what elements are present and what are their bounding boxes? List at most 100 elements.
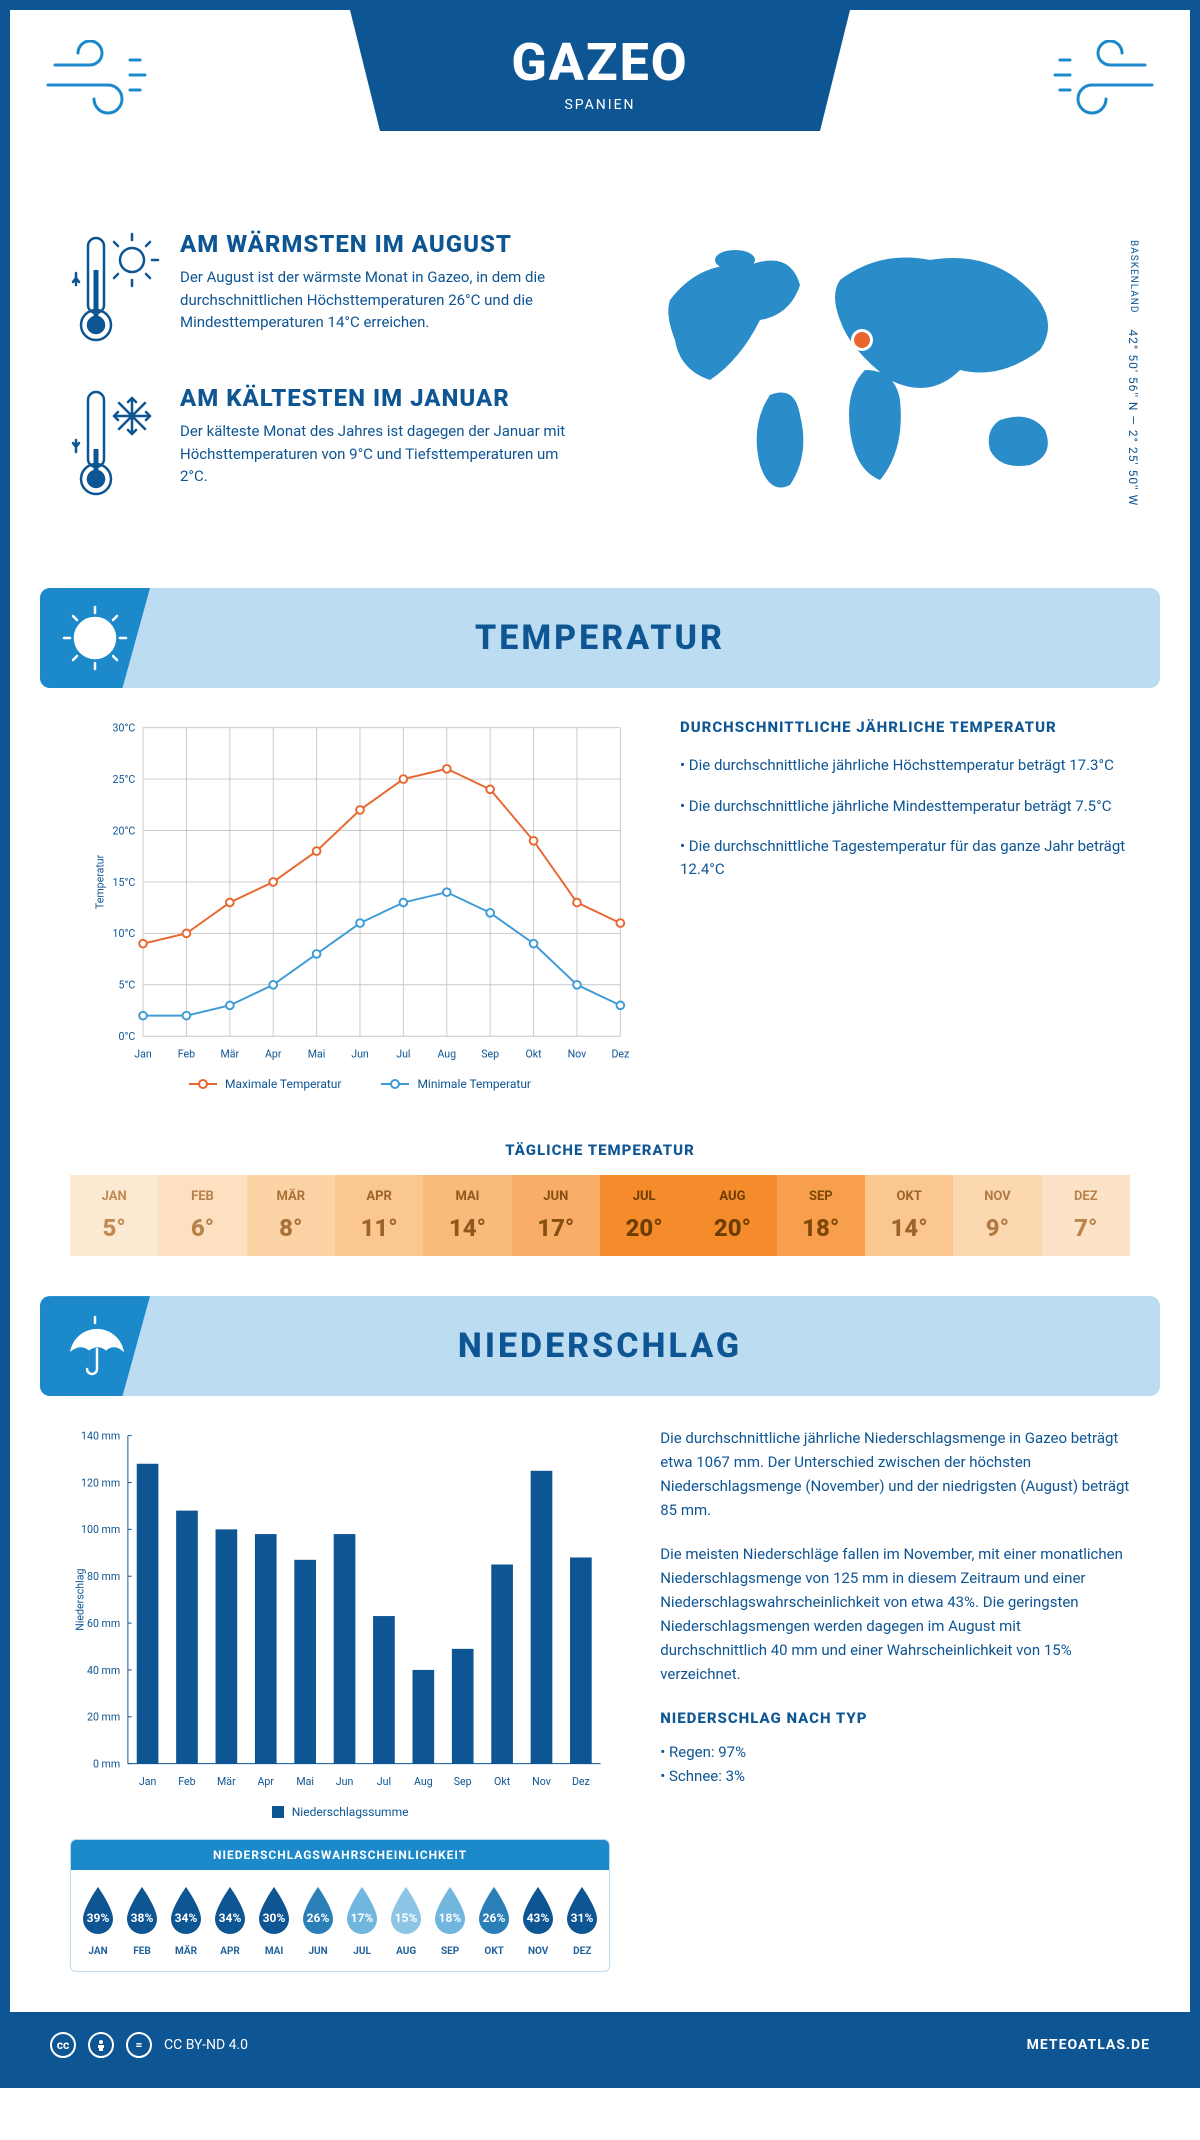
cc-icon: cc: [50, 2032, 76, 2058]
probability-drop: 39% JAN: [77, 1884, 119, 1957]
svg-text:Jul: Jul: [396, 1047, 410, 1060]
svg-text:140 mm: 140 mm: [81, 1430, 120, 1443]
svg-text:Feb: Feb: [178, 1775, 195, 1788]
daily-temp-cell: JUN17°: [512, 1175, 600, 1256]
daily-temp-cell: JUL20°: [600, 1175, 688, 1256]
precipitation-body: 0 mm20 mm40 mm60 mm80 mm100 mm120 mm140 …: [10, 1426, 1190, 2012]
svg-text:Jul: Jul: [377, 1775, 391, 1788]
svg-text:Jan: Jan: [139, 1775, 157, 1788]
site-name[interactable]: METEOATLAS.DE: [1027, 2037, 1150, 2053]
daily-temp-cell: APR11°: [335, 1175, 423, 1256]
svg-text:40 mm: 40 mm: [87, 1664, 120, 1677]
svg-text:Aug: Aug: [437, 1047, 456, 1060]
probability-drop: 34% APR: [209, 1884, 251, 1957]
svg-text:15%: 15%: [395, 1911, 418, 1925]
svg-text:Apr: Apr: [265, 1047, 282, 1060]
precip-para: Die meisten Niederschläge fallen im Nove…: [660, 1542, 1130, 1686]
svg-text:Mai: Mai: [296, 1775, 314, 1788]
temp-bullet: • Die durchschnittliche jährliche Höchst…: [680, 754, 1130, 777]
world-map-icon: [650, 230, 1090, 510]
svg-text:10°C: 10°C: [113, 927, 136, 940]
daily-temp-cell: JAN5°: [70, 1175, 158, 1256]
svg-text:20 mm: 20 mm: [87, 1711, 120, 1724]
map-column: BASKENLAND 42° 50' 56'' N — 2° 25' 50'' …: [650, 230, 1130, 538]
svg-text:Mai: Mai: [308, 1047, 326, 1060]
svg-text:Jan: Jan: [134, 1047, 152, 1060]
coldest-text: Der kälteste Monat des Jahres ist dagege…: [180, 420, 580, 488]
sun-icon: [40, 588, 150, 688]
precip-type-title: NIEDERSCHLAG NACH TYP: [660, 1706, 1130, 1730]
svg-text:15°C: 15°C: [113, 876, 136, 889]
nd-icon: =: [126, 2032, 152, 2058]
svg-text:0 mm: 0 mm: [93, 1758, 120, 1771]
svg-text:Feb: Feb: [178, 1047, 195, 1060]
legend-min-label: Minimale Temperatur: [417, 1077, 531, 1091]
svg-text:100 mm: 100 mm: [81, 1523, 120, 1536]
precipitation-left: 0 mm20 mm40 mm60 mm80 mm100 mm120 mm140 …: [70, 1426, 610, 1972]
svg-text:31%: 31%: [571, 1911, 594, 1925]
country-subtitle: SPANIEN: [350, 97, 850, 113]
svg-text:30%: 30%: [263, 1911, 286, 1925]
coldest-title: AM KÄLTESTEN IM JANUAR: [180, 384, 580, 412]
svg-text:18%: 18%: [439, 1911, 462, 1925]
precipitation-info: Die durchschnittliche jährliche Niedersc…: [660, 1426, 1130, 1972]
svg-text:80 mm: 80 mm: [87, 1570, 120, 1583]
svg-text:Nov: Nov: [532, 1775, 551, 1788]
svg-text:26%: 26%: [307, 1911, 330, 1925]
city-title: GAZEO: [350, 32, 850, 93]
daily-temp-title: TÄGLICHE TEMPERATUR: [10, 1141, 1190, 1159]
svg-text:Mär: Mär: [217, 1775, 236, 1788]
probability-drop: 26% JUN: [297, 1884, 339, 1957]
temp-bullet: • Die durchschnittliche Tagestemperatur …: [680, 835, 1130, 880]
header: GAZEO SPANIEN: [10, 10, 1190, 210]
probability-drop: 30% MAI: [253, 1884, 295, 1957]
warmest-title: AM WÄRMSTEN IM AUGUST: [180, 230, 580, 258]
daily-temp-cell: OKT14°: [865, 1175, 953, 1256]
temperature-info: DURCHSCHNITTLICHE JÄHRLICHE TEMPERATUR •…: [680, 718, 1130, 1091]
page-container: GAZEO SPANIEN: [0, 0, 1200, 2088]
daily-temp-cell: MAI14°: [423, 1175, 511, 1256]
svg-text:Sep: Sep: [481, 1047, 499, 1060]
temperature-section-header: TEMPERATUR: [40, 588, 1160, 688]
svg-text:Jun: Jun: [351, 1047, 369, 1060]
warmest-text: Der August ist der wärmste Monat in Gaze…: [180, 266, 580, 334]
svg-text:34%: 34%: [219, 1911, 242, 1925]
svg-text:Temperatur: Temperatur: [94, 854, 107, 909]
drops-row: 39% JAN 38% FEB 34% MÄR 34% APR 30% MAI …: [71, 1870, 609, 1971]
daily-temp-cell: SEP18°: [777, 1175, 865, 1256]
svg-text:Apr: Apr: [258, 1775, 275, 1788]
probability-drop: 31% DEZ: [561, 1884, 603, 1957]
svg-text:Dez: Dez: [572, 1775, 590, 1788]
svg-text:Okt: Okt: [494, 1775, 511, 1788]
svg-text:Aug: Aug: [414, 1775, 433, 1788]
svg-text:Jun: Jun: [336, 1775, 354, 1788]
by-icon: [88, 2032, 114, 2058]
precip-para: Die durchschnittliche jährliche Niedersc…: [660, 1426, 1130, 1522]
precipitation-title: NIEDERSCHLAG: [458, 1326, 742, 1366]
svg-text:43%: 43%: [527, 1911, 550, 1925]
temperature-body: 0°C5°C10°C15°C20°C25°C30°CJanFebMärAprMa…: [10, 718, 1190, 1121]
daily-temp-cell: FEB6°: [158, 1175, 246, 1256]
intro-row: AM WÄRMSTEN IM AUGUST Der August ist der…: [10, 210, 1190, 578]
thermometer-hot-icon: [70, 230, 160, 354]
svg-text:Mär: Mär: [221, 1047, 240, 1060]
svg-text:34%: 34%: [175, 1911, 198, 1925]
precipitation-chart: 0 mm20 mm40 mm60 mm80 mm100 mm120 mm140 …: [70, 1426, 610, 1793]
precip-legend-label: Niederschlagssumme: [292, 1805, 409, 1819]
temperature-chart: 0°C5°C10°C15°C20°C25°C30°CJanFebMärAprMa…: [90, 718, 630, 1091]
temperature-legend: .legend-swatch[style*='e8672f']::after{b…: [90, 1077, 630, 1091]
temp-info-title: DURCHSCHNITTLICHE JÄHRLICHE TEMPERATUR: [680, 718, 1130, 736]
temperature-title: TEMPERATUR: [475, 618, 725, 658]
wind-icon-right: [1030, 40, 1160, 134]
svg-text:25°C: 25°C: [113, 773, 136, 786]
probability-drop: 15% AUG: [385, 1884, 427, 1957]
license-block: cc = CC BY-ND 4.0: [50, 2032, 248, 2058]
svg-text:0°C: 0°C: [119, 1030, 136, 1043]
warmest-block: AM WÄRMSTEN IM AUGUST Der August ist der…: [70, 230, 610, 354]
svg-text:Sep: Sep: [454, 1775, 472, 1788]
probability-drop: 17% JUL: [341, 1884, 383, 1957]
probability-drop: 43% NOV: [517, 1884, 559, 1957]
precipitation-probability-box: NIEDERSCHLAGSWAHRSCHEINLICHKEIT 39% JAN …: [70, 1839, 610, 1972]
svg-text:26%: 26%: [483, 1911, 506, 1925]
svg-text:60 mm: 60 mm: [87, 1617, 120, 1630]
